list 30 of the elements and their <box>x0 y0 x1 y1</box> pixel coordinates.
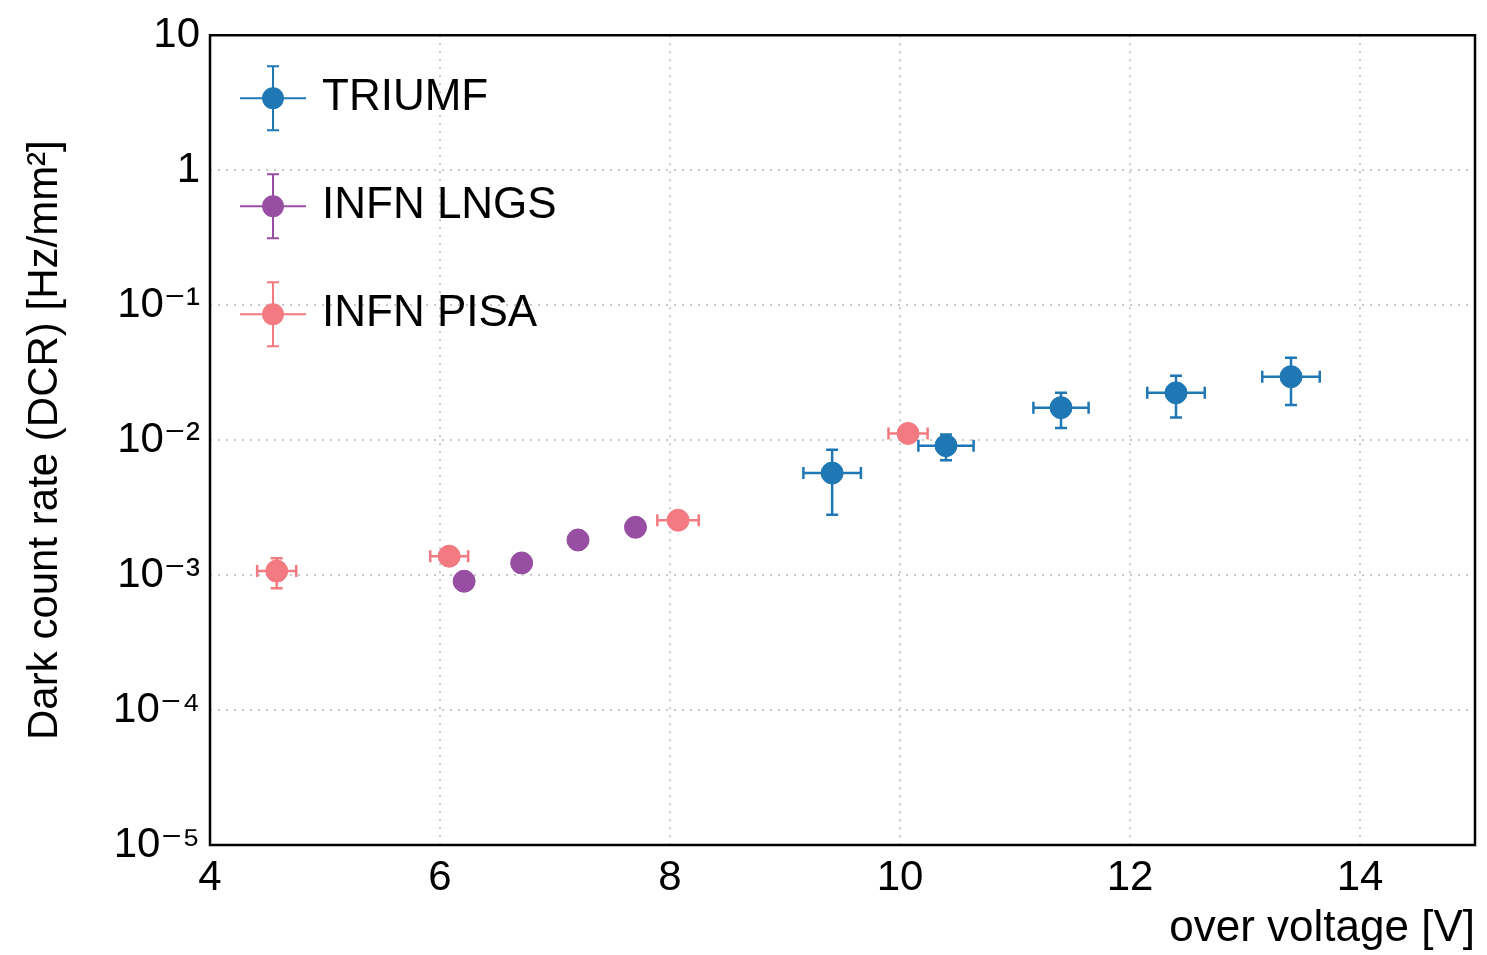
y-tick-label: 10⁻⁵ <box>113 818 200 866</box>
y-tick-label: 10 <box>153 8 200 56</box>
point <box>896 421 920 445</box>
point <box>510 551 534 575</box>
point <box>452 569 476 593</box>
legend-label: INFN LNGS <box>322 178 557 228</box>
point <box>1279 365 1303 389</box>
x-tick-label: 14 <box>1336 851 1384 899</box>
y-tick-label: 10⁻³ <box>117 548 201 596</box>
y-tick-label: 10⁻⁴ <box>113 683 200 731</box>
point <box>624 515 647 539</box>
y-tick-label: 10⁻² <box>117 413 201 461</box>
x-tick-label: 10 <box>876 851 924 899</box>
point <box>437 544 461 568</box>
point <box>1164 381 1188 405</box>
legend-label: INFN PISA <box>322 286 538 336</box>
y-tick-label: 10⁻¹ <box>117 278 201 326</box>
point <box>666 508 690 532</box>
point <box>566 528 590 552</box>
x-tick-label: 8 <box>658 851 682 899</box>
point <box>820 461 844 485</box>
y-tick-label: 1 <box>176 143 200 191</box>
x-tick-label: 4 <box>198 851 222 899</box>
y-axis-title: Dark count rate (DCR) [Hz/mm²] <box>18 140 66 740</box>
x-tick-label: 6 <box>428 851 452 899</box>
x-tick-label: 12 <box>1106 851 1154 899</box>
point <box>265 559 289 583</box>
legend-label: TRIUMF <box>322 70 489 120</box>
x-axis-title: over voltage [V] <box>1169 900 1475 950</box>
point <box>1049 396 1073 420</box>
